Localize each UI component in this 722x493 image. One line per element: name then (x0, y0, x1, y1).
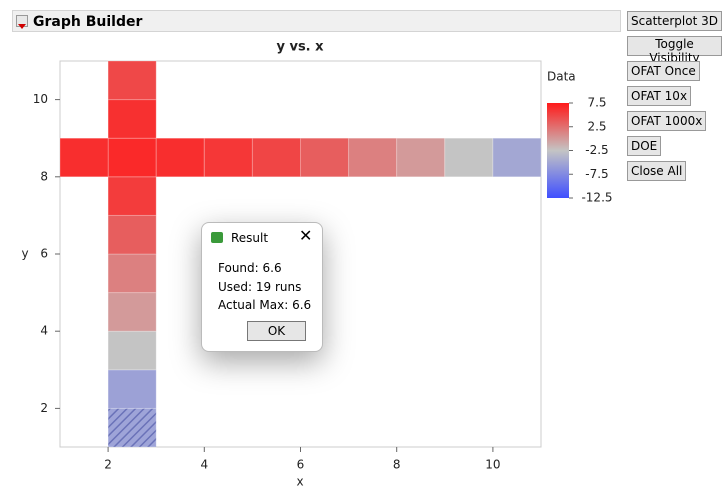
legend-tick-label: -12.5 (581, 191, 612, 205)
heat-cell (107, 214, 157, 255)
outline-toggle[interactable] (16, 15, 28, 29)
heat-cell (107, 60, 157, 101)
heat-cell (107, 176, 157, 216)
heat-cell (107, 292, 157, 332)
y-tick-label: 2 (40, 401, 48, 415)
x-tick-label: 4 (200, 458, 208, 472)
heat-cell (107, 99, 157, 139)
legend-tick-label: 2.5 (587, 119, 606, 133)
button-panel: Scatterplot 3D Toggle Visibility OFAT Once… (627, 11, 722, 181)
heat-cell (107, 253, 157, 294)
header-bar: Graph Builder (12, 10, 621, 32)
heat-cell (396, 137, 446, 178)
dialog-title: Result (231, 231, 269, 245)
y-tick-label: 8 (40, 169, 48, 183)
legend-tick-label: -2.5 (585, 143, 608, 157)
triangle-icon (18, 24, 26, 29)
toolbar-button[interactable]: Toggle Visibility (627, 36, 722, 65)
legend-title: Data (547, 70, 576, 84)
header-title: Graph Builder (33, 14, 143, 30)
heat-cell (251, 137, 301, 178)
y-tick-label: 10 (33, 92, 48, 106)
dialog-line: Actual Max: 6.6 (218, 298, 312, 312)
y-axis-label: y (21, 247, 28, 261)
dialog-icon (211, 232, 223, 243)
toolbar-button[interactable]: Close All (627, 161, 687, 181)
heat-cell (107, 137, 157, 178)
toolbar-button[interactable]: Scatterplot 3D (627, 11, 722, 31)
heat-cell (107, 407, 157, 448)
x-tick-label: 2 (104, 458, 112, 472)
heat-cell (444, 137, 494, 178)
y-tick-label: 4 (40, 324, 48, 338)
x-tick-label: 8 (393, 458, 401, 472)
heat-cell (300, 137, 350, 178)
heat-cell (203, 137, 253, 178)
result-dialog: Result ✕ Found: 6.6 Used: 19 runs Actual… (201, 222, 323, 352)
color-bar (547, 103, 569, 198)
dialog-line: Found: 6.6 (218, 261, 282, 275)
legend-tick-label: -7.5 (585, 167, 608, 181)
heat-cell (59, 137, 109, 178)
toolbar-button[interactable]: OFAT 10x (627, 86, 692, 106)
dialog-line: Used: 19 runs (218, 280, 302, 294)
heat-cell (492, 137, 542, 178)
heat-cell (348, 137, 398, 178)
chart-title: y vs. x (276, 40, 324, 55)
ok-button[interactable]: OK (247, 321, 306, 341)
toolbar-button[interactable]: OFAT 1000x (627, 111, 707, 131)
x-tick-label: 10 (485, 458, 500, 472)
x-axis-label: x (296, 475, 303, 489)
toolbar-button[interactable]: OFAT Once (627, 61, 700, 81)
heat-cell (155, 137, 205, 178)
heat-cell (107, 369, 157, 409)
y-tick-label: 6 (40, 247, 48, 261)
legend-tick-label: 7.5 (587, 96, 606, 110)
close-button[interactable]: ✕ (299, 226, 313, 245)
x-tick-label: 6 (297, 458, 305, 472)
heat-cell (107, 330, 157, 371)
toolbar-button[interactable]: DOE (627, 136, 662, 156)
